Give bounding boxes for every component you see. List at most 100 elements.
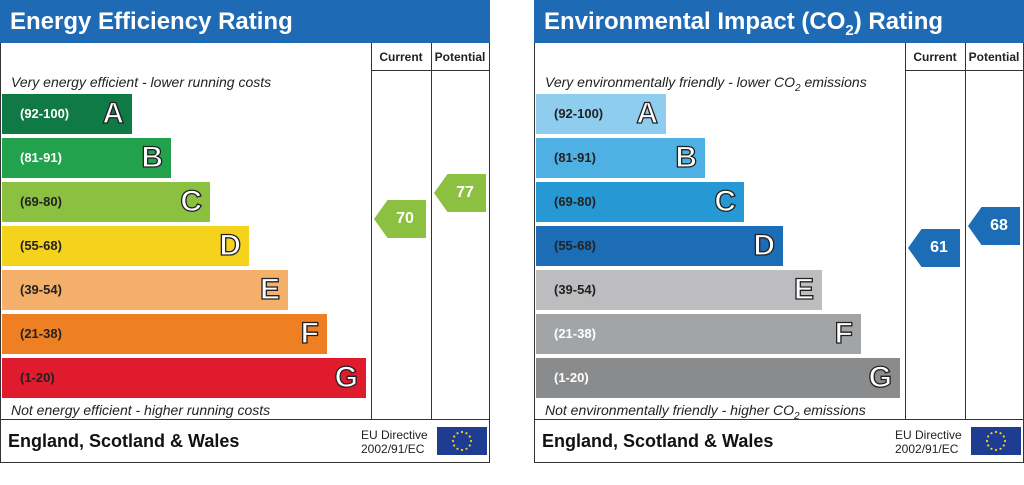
eu-star [994,430,998,434]
band-c: (69-80) C [536,182,744,222]
band-range: (39-54) [20,282,62,297]
eu-directive-line1: EU Directive [895,428,962,442]
band-range: (55-68) [554,238,596,253]
band-letter: B [141,140,164,174]
band-g: (1-20) G [2,358,366,398]
eu-star [1002,444,1005,447]
band-letter: C [180,184,203,218]
band-d: (55-68) D [536,226,783,266]
eu-star [468,435,471,438]
band-letter: G [334,360,359,394]
eu-directive-text: EU Directive 2002/91/EC [361,428,428,456]
current-column-divider [905,43,906,419]
eu-flag-icon [437,427,487,455]
current-column-header: Current [379,50,423,64]
current-rating-arrow: 61 [908,229,960,267]
band-letter: A [102,96,125,130]
band-c: (69-80) C [2,182,210,222]
band-letter: E [259,272,280,306]
environmental-impact-title: Environmental Impact (CO2) Rating [534,0,1024,43]
bottom-caption-main: Not environmentally friendly - higher CO [545,402,794,418]
environmental-impact-chart-frame: Current Potential Very environmentally f… [534,43,1024,422]
band-range: (69-80) [20,194,62,209]
band-range: (39-54) [554,282,596,297]
band-letter: F [834,316,854,350]
current-rating-arrow: 70 [374,200,426,238]
band-range: (21-38) [20,326,62,341]
eu-star [451,439,455,443]
potential-column-divider [965,43,966,419]
top-caption: Very energy efficient - lower running co… [11,74,272,90]
eu-star [465,447,468,450]
eu-star [1002,435,1005,438]
band-f: (21-38) F [536,314,861,354]
band-range: (92-100) [20,106,70,121]
energy-efficiency-footer: England, Scotland & Wales EU Directive 2… [0,420,490,463]
eu-star [453,444,456,447]
energy-efficiency-chart-frame: Current Potential Very energy efficient … [0,43,490,420]
band-a: (92-100) A [2,94,132,134]
eu-star [453,435,456,438]
eu-star [456,432,459,435]
top-caption: Very environmentally friendly - lower CO… [545,74,867,94]
top-caption-subscript: 2 [795,82,801,94]
eu-star [999,447,1002,450]
eu-star [468,444,471,447]
eu-star [460,430,464,434]
eu-flag-icon [971,427,1021,455]
footer-region: England, Scotland & Wales [8,431,240,451]
potential-column-header: Potential [434,50,486,64]
column-header-divider [371,70,489,71]
band-letter: F [300,316,320,350]
eu-star [985,439,989,443]
bottom-caption-subscript: 2 [794,410,800,422]
bottom-caption: Not energy efficient - higher running co… [11,402,271,418]
eu-directive-text: EU Directive 2002/91/EC [895,428,962,456]
potential-column-header: Potential [968,50,1020,64]
band-letter: D [219,228,242,262]
band-d: (55-68) D [2,226,249,266]
eu-directive-line2: 2002/91/EC [895,442,959,456]
band-range: (1-20) [20,370,55,385]
title-subscript: 2 [845,21,854,39]
eu-star [465,432,468,435]
current-column-divider [371,43,372,419]
eu-star [469,439,473,443]
band-letter: B [675,140,698,174]
band-a: (92-100) A [536,94,666,134]
eu-star [1003,439,1007,443]
title-main: Environmental Impact (CO [544,8,846,35]
eu-star [990,447,993,450]
title-end: ) Rating [853,8,944,35]
band-b: (81-91) B [2,138,171,178]
band-range: (55-68) [20,238,62,253]
eu-star [999,432,1002,435]
band-f: (21-38) F [2,314,327,354]
band-range: (69-80) [554,194,596,209]
environmental-impact-footer: England, Scotland & Wales EU Directive 2… [534,420,1024,463]
current-column-header: Current [913,50,957,64]
environmental-impact-panel: Environmental Impact (CO2) Rating Curren… [534,0,1024,463]
energy-efficiency-panel: Energy Efficiency Rating Current Potenti… [0,0,490,463]
eu-star [460,448,464,452]
bottom-caption: Not environmentally friendly - higher CO… [545,402,866,422]
eu-directive-line1: EU Directive [361,428,428,442]
band-range: (81-91) [20,150,62,165]
band-letter: E [793,272,814,306]
eu-star [987,435,990,438]
band-range: (1-20) [554,370,589,385]
potential-rating-arrow: 77 [434,174,486,212]
eu-star [994,448,998,452]
potential-rating-arrow: 68 [968,207,1020,245]
band-b: (81-91) B [536,138,705,178]
top-caption-main: Very environmentally friendly - lower CO [545,74,796,90]
top-caption-end: emissions [800,74,867,90]
footer-region: England, Scotland & Wales [542,431,774,451]
potential-column-divider [431,43,432,419]
band-range: (81-91) [554,150,596,165]
band-letter: G [868,360,893,394]
band-g: (1-20) G [536,358,900,398]
eu-star [456,447,459,450]
column-header-divider [905,70,1023,71]
band-letter: A [636,96,659,130]
